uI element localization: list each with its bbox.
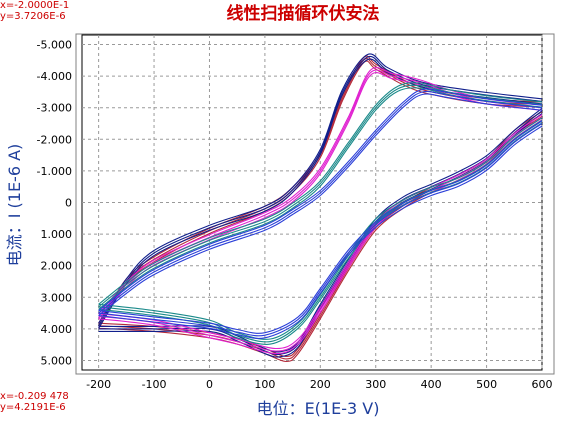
cursor-readout-top-x: x=-2.0000E-1 [0,0,70,11]
x-tick-labels: -200 -100 0 100 200 300 400 500 600 [86,378,552,391]
cursor-readout-bottom-y: y=4.2191E-6 [0,402,66,413]
y-tick-label: 5.000 [41,355,73,368]
cv-anodic-sweep-line [98,53,543,324]
cv-anodic-sweep-line [98,88,543,312]
cv-cathodic-sweep-line [98,107,543,353]
x-tick-label: -100 [142,378,167,391]
cv-anodic-sweep-line [98,93,543,317]
cv-anodic-sweep-line [98,87,543,310]
y-tick-label: -2.000 [37,133,72,146]
x-tick-label: 0 [206,378,213,391]
cv-cathodic-sweep-line [98,123,543,337]
y-tick-label: 4.000 [41,323,73,336]
y-tick-label: 2.000 [41,260,73,273]
cv-cathodic-sweep-line [98,116,543,352]
chart-title: 线性扫描循环伏安法 [227,3,380,24]
y-tick-label: -4.000 [37,70,72,83]
y-tick-label: 0 [65,197,72,210]
y-tick-label: -3.000 [37,102,72,115]
cv-cathodic-sweep-line [98,119,543,355]
y-tick-labels: -5.000 -4.000 -3.000 -2.000 -1.000 0 1.000 2.00… [37,38,72,367]
plot-frame [75,33,555,375]
y-tick-label: 1.000 [41,228,73,241]
cv-curves [98,53,543,363]
x-tick-label: 500 [476,378,497,391]
x-tick-label: 200 [310,378,331,391]
cv-anodic-sweep-line [98,84,543,308]
cv-cathodic-sweep-line [98,125,543,339]
cv-cathodic-sweep-line [98,114,543,350]
y-tick-label: -5.000 [37,38,72,51]
y-tick-label: 3.000 [41,291,73,304]
cv-anodic-sweep-line [98,82,543,305]
y-axis-label: 电流：I (1E-6 A) [5,144,24,267]
y-tick-label: -1.000 [37,165,72,178]
cv-anodic-sweep-line [98,90,543,314]
cursor-readout-bottom-x: x=-0.209 478 [0,391,69,402]
x-tick-label: 300 [365,378,386,391]
x-tick-label: -200 [86,378,111,391]
cursor-readout-top-y: y=3.7206E-6 [0,11,66,22]
x-tick-label: 600 [532,378,553,391]
cv-anodic-sweep-line [98,55,543,327]
x-tick-label: 100 [254,378,275,391]
x-axis-label: 电位：E(1E-3 V) [257,399,380,418]
x-tick-label: 400 [421,378,442,391]
cv-cathodic-sweep-line [98,120,543,334]
